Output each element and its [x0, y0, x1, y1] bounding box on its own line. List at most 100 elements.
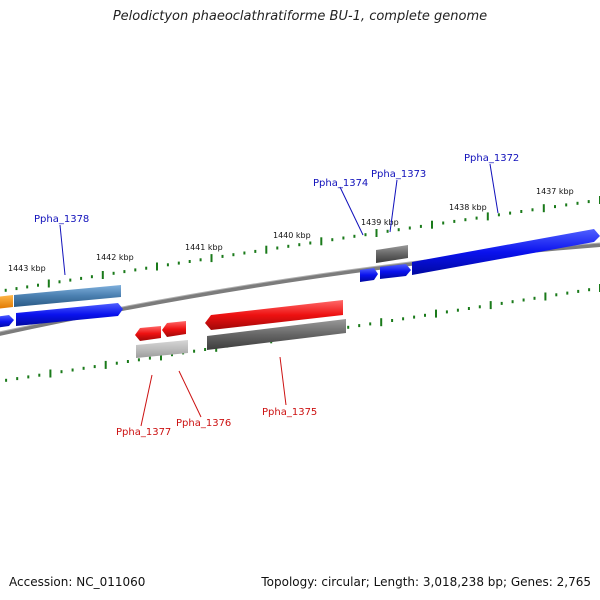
minor-tick	[80, 276, 83, 280]
gene-forward-left-small[interactable]	[0, 315, 14, 328]
gene-label-Ppha_1372[interactable]: Ppha_1372	[464, 153, 519, 164]
gene-lightgray-lower[interactable]	[136, 340, 188, 358]
gene-label-Ppha_1375[interactable]: Ppha_1375	[262, 407, 317, 418]
minor-tick	[500, 301, 503, 305]
gene-Ppha_1375-feature[interactable]	[205, 300, 343, 330]
minor-tick	[576, 201, 579, 205]
minor-tick	[478, 305, 481, 309]
minor-tick	[408, 226, 411, 230]
minor-tick	[123, 270, 126, 274]
minor-tick	[554, 205, 556, 209]
minor-tick	[522, 298, 525, 302]
minor-tick	[511, 300, 514, 304]
minor-tick	[137, 358, 140, 362]
gene-gray-upper[interactable]	[376, 245, 408, 263]
minor-tick	[331, 238, 334, 242]
minor-tick	[369, 322, 372, 326]
minor-tick	[90, 275, 93, 279]
minor-tick	[199, 258, 202, 262]
minor-tick	[566, 291, 569, 295]
minor-tick	[166, 263, 169, 267]
minor-tick	[509, 211, 512, 215]
major-tick	[49, 369, 52, 378]
minor-tick	[342, 236, 345, 240]
scale-label: 1443 kbp	[8, 264, 46, 273]
minor-tick	[115, 361, 118, 365]
minor-tick	[188, 260, 191, 263]
minor-tick	[204, 348, 207, 351]
gene-Ppha_1376-feature[interactable]	[162, 321, 186, 337]
genome-title: Pelodictyon phaeoclathratiforme BU-1, co…	[112, 9, 488, 24]
gene-label-Ppha_1376[interactable]: Ppha_1376	[176, 418, 231, 429]
minor-tick	[126, 360, 129, 363]
accession-text: Accession: NC_011060	[9, 575, 146, 589]
genome-summary-text: Topology: circular; Length: 3,018,238 bp…	[261, 575, 591, 589]
gene-label-Ppha_1374[interactable]: Ppha_1374	[313, 178, 368, 189]
gene-label-Ppha_1373[interactable]: Ppha_1373	[371, 169, 426, 180]
minor-tick	[38, 373, 41, 377]
minor-tick	[82, 366, 85, 370]
major-tick	[160, 352, 162, 361]
minor-tick	[112, 271, 115, 275]
major-tick	[431, 220, 433, 229]
major-tick	[544, 292, 547, 301]
major-tick	[210, 254, 213, 263]
gene-Ppha_1373-feature[interactable]	[380, 264, 411, 279]
minor-tick	[69, 278, 72, 282]
gene-label-Ppha_1377[interactable]: Ppha_1377	[116, 427, 171, 438]
reverse-strand-genes	[135, 300, 346, 358]
minor-tick	[221, 254, 224, 258]
minor-tick	[58, 280, 61, 284]
minor-tick	[177, 261, 180, 265]
minor-tick	[520, 210, 523, 213]
minor-tick	[26, 285, 29, 289]
minor-tick	[397, 228, 400, 232]
minor-tick	[402, 317, 405, 321]
gene-label-Ppha_1378[interactable]: Ppha_1378	[34, 214, 89, 225]
minor-tick	[134, 268, 137, 272]
minor-tick	[555, 293, 558, 297]
minor-tick	[93, 365, 96, 369]
gene-orange-partial[interactable]	[0, 295, 13, 309]
major-tick	[380, 318, 383, 327]
minor-tick	[148, 356, 151, 360]
gene-gray-lower[interactable]	[207, 319, 346, 350]
minor-tick	[309, 241, 312, 245]
minor-tick	[456, 308, 459, 312]
minor-tick	[71, 368, 74, 372]
scale-label: 1442 kbp	[96, 253, 134, 262]
major-tick	[486, 212, 489, 221]
minor-tick	[364, 233, 367, 237]
minor-tick	[391, 319, 394, 322]
gene-Ppha_1372-feature[interactable]	[412, 229, 600, 275]
major-tick	[542, 204, 545, 213]
major-tick	[489, 301, 492, 310]
minor-tick	[475, 216, 478, 220]
minor-tick	[419, 224, 422, 228]
minor-tick	[358, 324, 361, 328]
major-tick	[375, 229, 378, 237]
minor-tick	[497, 213, 500, 217]
scale-label: 1441 kbp	[185, 243, 223, 252]
minor-tick	[243, 251, 246, 255]
gene-Ppha_1378-feature[interactable]	[14, 285, 121, 307]
minor-tick	[347, 325, 350, 329]
minor-tick	[413, 315, 416, 319]
minor-tick	[60, 370, 63, 374]
minor-tick	[442, 221, 445, 225]
minor-tick	[577, 289, 580, 293]
minor-tick	[276, 246, 279, 250]
gene-forward-left[interactable]	[16, 303, 123, 326]
major-tick	[265, 245, 268, 254]
gene-Ppha_1374-feature[interactable]	[360, 268, 378, 282]
gene-Ppha_1377-feature[interactable]	[135, 326, 161, 341]
minor-tick	[298, 243, 301, 247]
minor-tick	[254, 249, 257, 253]
major-tick	[104, 360, 107, 369]
minor-tick	[533, 296, 536, 300]
minor-tick	[565, 203, 568, 207]
minor-tick	[467, 307, 470, 310]
minor-tick	[453, 219, 456, 223]
scale-label: 1437 kbp	[536, 187, 574, 196]
